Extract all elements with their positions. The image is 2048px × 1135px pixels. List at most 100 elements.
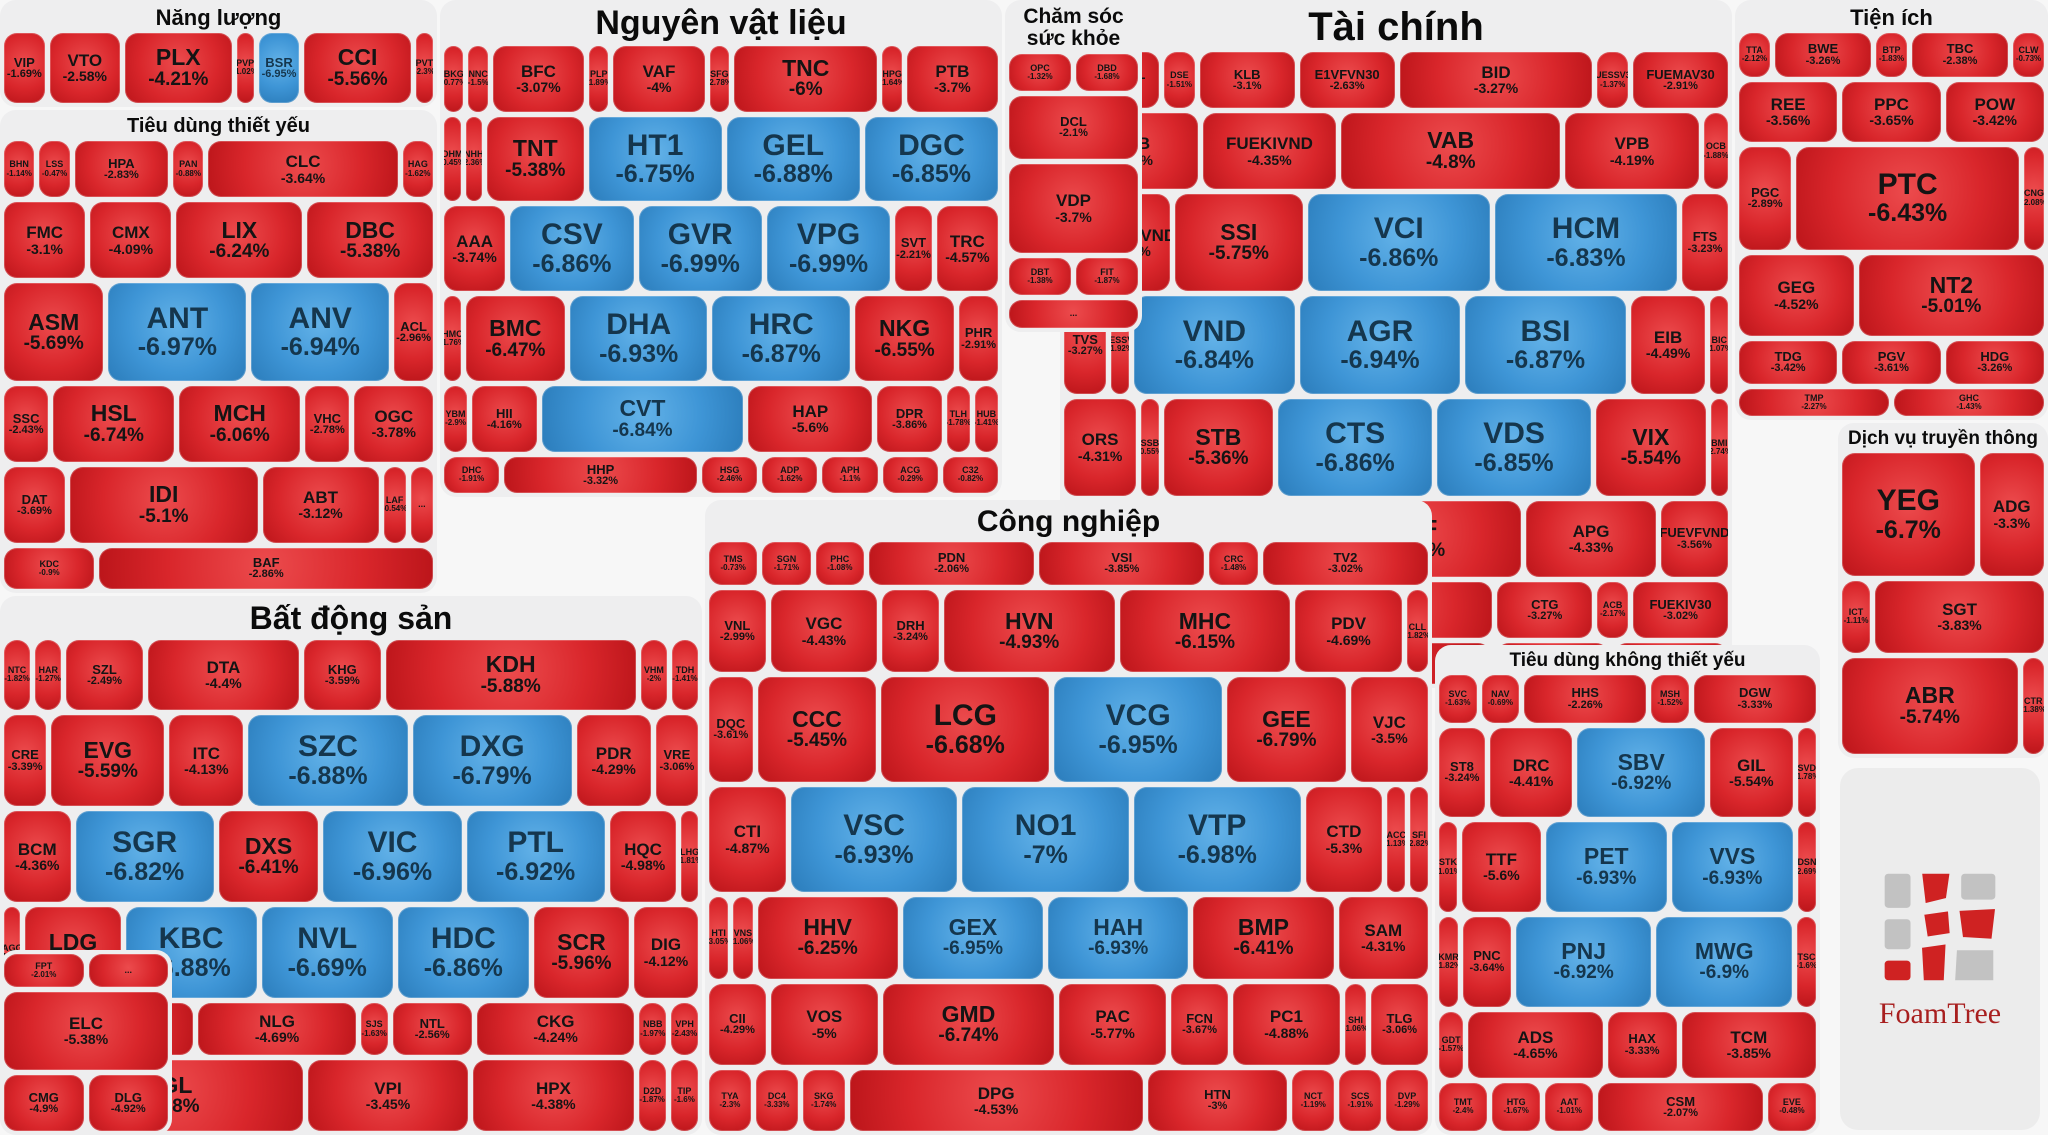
stock-tile-BKG[interactable]: BKG-0.77%: [444, 45, 464, 112]
stock-tile-GMD[interactable]: GMD -6.74%: [882, 983, 1055, 1066]
stock-tile-CLW[interactable]: CLW -0.73%: [2013, 33, 2044, 77]
stock-tile-DPR[interactable]: DPR -3.86%: [877, 386, 942, 453]
stock-tile-VTP[interactable]: VTP -6.98%: [1133, 786, 1301, 892]
stock-tile-EIB[interactable]: EIB -4.49%: [1630, 296, 1706, 394]
stock-tile-PVT[interactable]: PVT-2.3%: [415, 33, 433, 103]
stock-tile-PC1[interactable]: PC1 -4.88%: [1232, 983, 1340, 1066]
stock-tile-IDI[interactable]: IDI -5.1%: [69, 466, 258, 543]
stock-tile-TDH[interactable]: TDH -1.41%: [671, 639, 699, 711]
stock-tile-CTR[interactable]: CTR-1.38%: [2022, 657, 2044, 754]
stock-tile-DSE[interactable]: DSE -1.51%: [1163, 52, 1195, 109]
stock-tile-DC4[interactable]: DC4 -3.33%: [755, 1070, 798, 1132]
stock-tile-YBM[interactable]: YBM -2.9%: [444, 386, 468, 453]
stock-tile-POW[interactable]: POW -3.42%: [1945, 81, 2044, 142]
stock-tile-DRH[interactable]: DRH -3.24%: [882, 590, 939, 673]
stock-tile-MCH[interactable]: MCH -6.06%: [179, 385, 301, 462]
stock-tile-VCG[interactable]: VCG -6.95%: [1054, 677, 1223, 782]
stock-tile-SGT[interactable]: SGT -3.83%: [1875, 580, 2044, 653]
stock-tile-FUEKIVND[interactable]: FUEKIVND -4.35%: [1202, 113, 1337, 190]
stock-tile-BHN[interactable]: BHN -1.14%: [4, 141, 35, 198]
stock-tile-VRE[interactable]: VRE -3.06%: [655, 715, 699, 807]
stock-tile-HCM[interactable]: HCM -6.83%: [1494, 194, 1678, 292]
stock-tile-OCB[interactable]: OCB -1.88%: [1703, 113, 1729, 190]
stock-tile-STK[interactable]: STK-1.01%: [1439, 822, 1458, 912]
stock-tile-TCM[interactable]: TCM -3.85%: [1681, 1011, 1816, 1079]
stock-tile-FUEVFVND[interactable]: FUEVFVND -3.56%: [1660, 501, 1728, 577]
stock-tile-CNG[interactable]: CNG-2.08%: [2023, 146, 2044, 250]
stock-tile-EVE[interactable]: EVE -0.48%: [1767, 1083, 1816, 1132]
stock-tile-MWG[interactable]: MWG -6.9%: [1656, 916, 1793, 1007]
stock-tile-PHC[interactable]: PHC -1.08%: [815, 541, 864, 586]
stock-tile-HDG[interactable]: HDG -3.26%: [1945, 340, 2044, 385]
stock-tile-REE[interactable]: REE -3.56%: [1739, 81, 1838, 142]
stock-tile-TYA[interactable]: TYA -2.3%: [709, 1070, 751, 1132]
stock-tile-ANT[interactable]: ANT -6.97%: [108, 283, 247, 381]
stock-tile-TRC[interactable]: TRC -4.57%: [936, 206, 998, 292]
stock-tile-PGV[interactable]: PGV -3.61%: [1842, 340, 1941, 385]
stock-tile-HTI[interactable]: HTI-3.05%: [709, 896, 729, 979]
stock-tile-TLH[interactable]: TLH -1.78%: [946, 386, 970, 453]
stock-tile-HDC[interactable]: HDC -6.86%: [397, 907, 529, 998]
stock-tile-DGW[interactable]: DGW -3.33%: [1693, 674, 1817, 723]
stock-tile-HAP[interactable]: HAP -5.6%: [748, 386, 873, 453]
stock-tile-VAB[interactable]: VAB -4.8%: [1341, 113, 1561, 190]
stock-tile-GVR[interactable]: GVR -6.99%: [638, 206, 762, 292]
stock-tile-ABT[interactable]: ABT -3.12%: [262, 466, 379, 543]
stock-tile-ST8[interactable]: ST8 -3.24%: [1439, 727, 1485, 818]
stock-tile-SHI[interactable]: SHI-1.06%: [1344, 983, 1367, 1066]
stock-tile-HMC[interactable]: HMC-1.76%: [444, 296, 461, 382]
stock-tile-SSC[interactable]: SSC -2.43%: [4, 385, 49, 462]
stock-tile-PTB[interactable]: PTB -3.7%: [906, 45, 998, 112]
stock-tile-BSI[interactable]: BSI -6.87%: [1465, 296, 1626, 394]
stock-tile-D2D[interactable]: D2D -1.87%: [638, 1060, 666, 1131]
stock-tile-BFC[interactable]: BFC -3.07%: [492, 45, 585, 112]
stock-tile-DVP[interactable]: DVP -1.29%: [1386, 1070, 1428, 1132]
stock-tile-ICT[interactable]: ICT -1.11%: [1842, 580, 1871, 653]
stock-tile-SVC[interactable]: SVC -1.63%: [1439, 674, 1477, 723]
stock-tile-VHM[interactable]: VHM -2%: [640, 639, 667, 711]
stock-tile-DLG[interactable]: DLG -4.92%: [88, 1075, 168, 1131]
stock-tile-DHA[interactable]: DHA -6.93%: [569, 296, 708, 382]
stock-tile-CMG[interactable]: CMG -4.9%: [4, 1075, 84, 1131]
stock-tile-ASM[interactable]: ASM -5.69%: [4, 283, 104, 381]
stock-tile-LIX[interactable]: LIX -6.24%: [176, 202, 303, 279]
stock-tile-NTL[interactable]: NTL -2.56%: [392, 1002, 472, 1056]
stock-tile-PTL[interactable]: PTL -6.92%: [466, 811, 605, 903]
stock-tile-BAF[interactable]: BAF -2.86%: [99, 547, 433, 589]
stock-tile-VPI[interactable]: VPI -3.45%: [307, 1060, 469, 1131]
stock-tile-HTG[interactable]: HTG -1.67%: [1492, 1083, 1541, 1132]
stock-tile-PVP[interactable]: PVP-1.02%: [236, 33, 254, 103]
stock-tile-SGR[interactable]: SGR -6.82%: [75, 811, 214, 903]
stock-tile-PDN[interactable]: PDN -2.06%: [868, 541, 1035, 586]
stock-tile-NTC[interactable]: NTC -1.82%: [4, 639, 31, 711]
stock-tile-TDG[interactable]: TDG -3.42%: [1739, 340, 1838, 385]
stock-tile-NAV[interactable]: NAV -0.69%: [1481, 674, 1520, 723]
stock-tile-BMP[interactable]: BMP -6.41%: [1193, 896, 1334, 979]
stock-tile-SVT[interactable]: SVT -2.21%: [895, 206, 932, 292]
stock-tile-VPB[interactable]: VPB -4.19%: [1565, 113, 1699, 190]
stock-tile-ACB[interactable]: ACB -2.17%: [1597, 581, 1629, 639]
stock-tile-HPG[interactable]: HPG-1.64%: [882, 45, 902, 112]
stock-tile-DIG[interactable]: DIG -4.12%: [633, 907, 698, 998]
stock-tile-ORS[interactable]: ORS -4.31%: [1064, 398, 1137, 496]
stock-tile-PAC[interactable]: PAC -5.77%: [1059, 983, 1167, 1066]
stock-tile-PTC[interactable]: PTC -6.43%: [1796, 146, 2019, 250]
stock-tile-PLX[interactable]: PLX -4.21%: [125, 33, 232, 103]
stock-tile-AAA[interactable]: AAA -3.74%: [444, 206, 506, 292]
stock-tile-HQC[interactable]: HQC -4.98%: [609, 811, 677, 903]
stock-tile-NVL[interactable]: NVL -6.69%: [261, 907, 393, 998]
stock-tile-VNL[interactable]: VNL -2.99%: [709, 590, 766, 673]
stock-tile-DPG[interactable]: DPG -4.53%: [849, 1070, 1143, 1132]
stock-tile-FTS[interactable]: FTS -3.23%: [1682, 194, 1728, 292]
stock-tile-HPA[interactable]: HPA -2.83%: [74, 141, 169, 198]
stock-tile-ACL[interactable]: ACL -2.96%: [394, 283, 433, 381]
stock-tile-PLP[interactable]: PLP-1.89%: [589, 45, 609, 112]
stock-tile-FUEKIV30[interactable]: FUEKIV30 -3.02%: [1633, 581, 1729, 639]
stock-tile-HSL[interactable]: HSL -6.74%: [53, 385, 175, 462]
stock-tile-ITC[interactable]: ITC -4.13%: [169, 715, 244, 807]
stock-tile-SFG[interactable]: SFG-2.78%: [709, 45, 730, 112]
stock-tile-AGR[interactable]: AGR -6.94%: [1299, 296, 1461, 394]
stock-tile-CII[interactable]: CII -4.29%: [709, 983, 766, 1066]
stock-tile-CLC[interactable]: CLC -3.64%: [208, 141, 398, 198]
stock-tile-DTA[interactable]: DTA -4.4%: [147, 639, 300, 711]
